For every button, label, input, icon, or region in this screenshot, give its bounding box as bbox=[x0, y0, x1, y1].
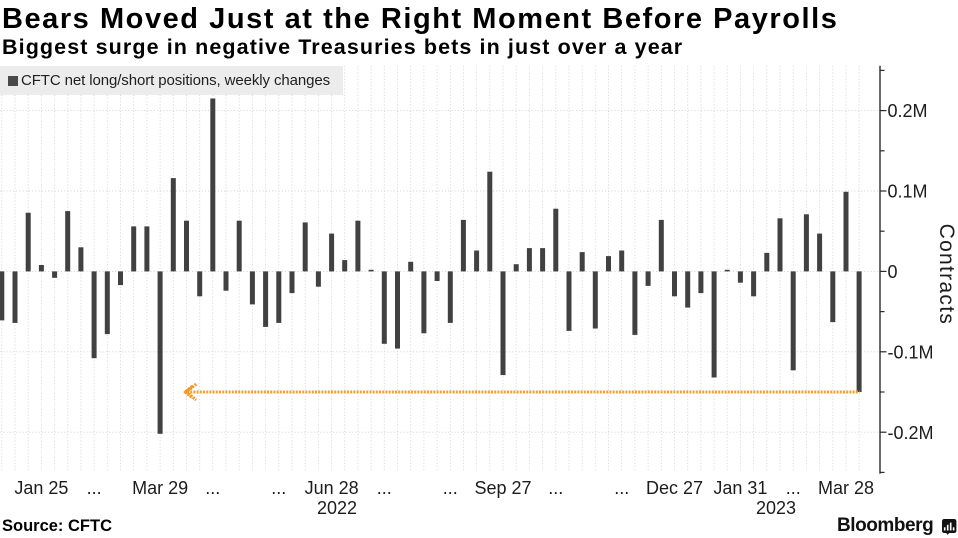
svg-text:Dec 27: Dec 27 bbox=[646, 478, 703, 498]
svg-text:0.2M: 0.2M bbox=[888, 101, 928, 121]
svg-text:...: ... bbox=[377, 478, 392, 498]
svg-text:Contracts: Contracts bbox=[935, 224, 958, 326]
svg-text:Sep 27: Sep 27 bbox=[474, 478, 531, 498]
svg-text:-0.1M: -0.1M bbox=[888, 342, 934, 362]
svg-text:Mar 28: Mar 28 bbox=[818, 478, 874, 498]
svg-text:...: ... bbox=[205, 478, 220, 498]
svg-text:Jan 31: Jan 31 bbox=[713, 478, 767, 498]
svg-text:...: ... bbox=[87, 478, 102, 498]
svg-text:2023: 2023 bbox=[756, 498, 796, 518]
svg-text:Jun 28: Jun 28 bbox=[305, 478, 359, 498]
svg-text:...: ... bbox=[614, 478, 629, 498]
svg-text:-0.2M: -0.2M bbox=[888, 423, 934, 443]
svg-text:0.1M: 0.1M bbox=[888, 182, 928, 202]
svg-text:...: ... bbox=[443, 478, 458, 498]
svg-text:...: ... bbox=[271, 478, 286, 498]
svg-text:0: 0 bbox=[888, 262, 898, 282]
svg-text:...: ... bbox=[786, 478, 801, 498]
svg-text:2022: 2022 bbox=[317, 498, 357, 518]
svg-text:...: ... bbox=[548, 478, 563, 498]
svg-text:Mar 29: Mar 29 bbox=[132, 478, 188, 498]
svg-text:Jan 25: Jan 25 bbox=[14, 478, 68, 498]
